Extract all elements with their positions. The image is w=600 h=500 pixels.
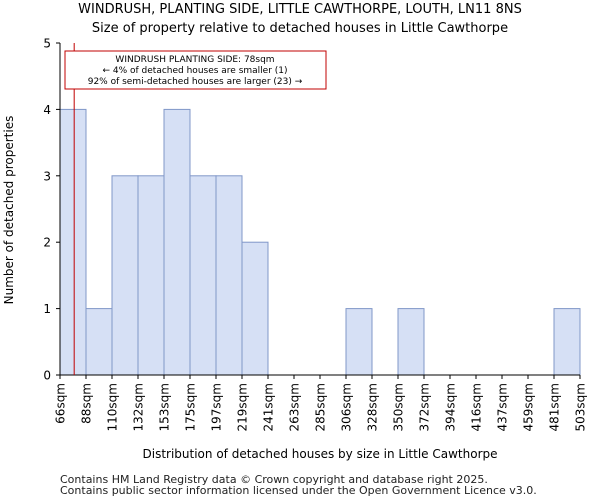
bar-481sqm xyxy=(553,308,581,376)
x-tick-label: 459sqm xyxy=(522,383,536,431)
annotation-line-3: 92% of semi-detached houses are larger (… xyxy=(88,77,303,87)
x-tick-label: 328sqm xyxy=(366,383,380,431)
x-tick-label: 263sqm xyxy=(288,383,302,431)
bar-175sqm xyxy=(189,175,217,376)
x-tick-label: 175sqm xyxy=(184,383,198,431)
x-axis-label: Distribution of detached houses by size … xyxy=(143,447,498,461)
chart-title: WINDRUSH, PLANTING SIDE, LITTLE CAWTHORP… xyxy=(78,2,522,17)
x-tick-label: 350sqm xyxy=(392,383,406,431)
annotation-line-2: ← 4% of detached houses are smaller (1) xyxy=(102,66,287,76)
bar-219sqm xyxy=(241,241,269,376)
y-tick-label: 1 xyxy=(43,302,51,316)
x-tick-label: 437sqm xyxy=(496,383,510,431)
y-tick-label: 5 xyxy=(43,37,51,51)
x-tick-label: 306sqm xyxy=(340,383,354,431)
x-tick-label: 153sqm xyxy=(158,383,172,431)
x-tick-label: 416sqm xyxy=(470,383,484,431)
bar-66sqm xyxy=(59,108,87,376)
x-tick-label: 481sqm xyxy=(548,383,562,431)
x-tick-label: 372sqm xyxy=(418,383,432,431)
y-tick-label: 0 xyxy=(43,369,51,383)
x-tick-label: 219sqm xyxy=(236,383,250,431)
bar-197sqm xyxy=(215,175,243,376)
footer-copyright: Contains HM Land Registry data © Crown c… xyxy=(60,473,488,486)
footer-licence: Contains public sector information licen… xyxy=(60,484,537,497)
x-tick-label: 110sqm xyxy=(106,383,120,431)
bar-110sqm xyxy=(111,175,139,376)
annotation-line-1: WINDRUSH PLANTING SIDE: 78sqm xyxy=(115,55,274,65)
histogram-chart: 0 1 2 3 4 5 66sqm 88sqm 110sqm 132sqm 153sqm 175sq… xyxy=(2,37,588,462)
y-axis-label: Number of detached properties xyxy=(2,116,16,305)
bar-306sqm xyxy=(345,308,373,376)
y-tick-label: 3 xyxy=(43,169,51,183)
bar-153sqm xyxy=(163,108,191,376)
x-tick-label: 88sqm xyxy=(80,383,94,424)
x-tick-label: 197sqm xyxy=(210,383,224,431)
bar-350sqm xyxy=(397,308,425,376)
x-tick-label: 241sqm xyxy=(262,383,276,431)
x-tick-label: 66sqm xyxy=(54,383,68,424)
bar-88sqm xyxy=(85,308,113,376)
x-tick-label: 394sqm xyxy=(444,383,458,431)
bar-132sqm xyxy=(137,175,165,376)
annotation-box xyxy=(64,50,327,90)
y-tick-label: 4 xyxy=(43,103,51,117)
chart-subtitle: Size of property relative to detached ho… xyxy=(91,21,509,36)
x-tick-label: 132sqm xyxy=(132,383,146,431)
y-tick-label: 2 xyxy=(43,236,51,250)
x-tick-label: 503sqm xyxy=(574,383,588,431)
x-tick-label: 285sqm xyxy=(314,383,328,431)
